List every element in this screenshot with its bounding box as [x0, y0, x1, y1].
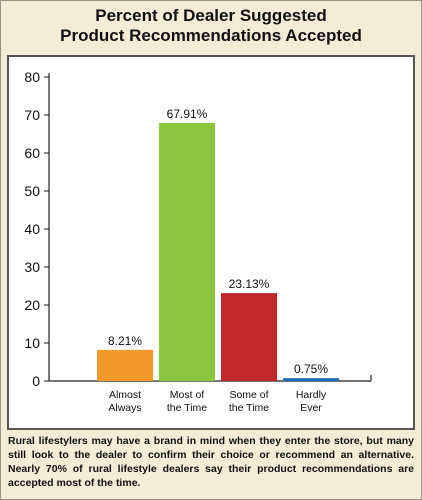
x-category-label: Most of [170, 389, 205, 401]
bar-value-label: 0.75% [294, 362, 328, 376]
x-category-label: Ever [300, 402, 322, 414]
y-tick-label: 80 [24, 69, 40, 85]
x-category-label: Almost [109, 389, 141, 401]
y-tick-label: 70 [24, 107, 40, 123]
bar [97, 349, 153, 381]
bar-value-label: 8.21% [108, 334, 142, 348]
bars [97, 122, 339, 381]
chart-title-line-1: Percent of Dealer Suggested [95, 6, 327, 25]
bar [283, 378, 339, 381]
bar-value-label: 67.91% [167, 107, 208, 121]
y-tick-label: 20 [24, 297, 40, 313]
bar [159, 122, 215, 381]
bar [221, 293, 277, 381]
x-category-label: the Time [229, 402, 269, 414]
chart-title: Percent of Dealer Suggested Product Reco… [0, 6, 422, 46]
x-category-label: Always [108, 402, 141, 414]
y-tick-label: 30 [24, 259, 40, 275]
chart-title-line-2: Product Recommendations Accepted [60, 26, 362, 45]
x-category-label: Hardly [296, 389, 327, 401]
y-tick-label: 10 [24, 335, 40, 351]
y-tick-label: 50 [24, 183, 40, 199]
y-axis-ticks: 0 10 20 30 40 50 60 70 80 [24, 69, 49, 389]
x-category-label: the Time [167, 402, 207, 414]
bar-value-label: 23.13% [229, 277, 270, 291]
chart-caption: Rural lifestylers may have a brand in mi… [8, 435, 414, 489]
bar-chart: 0 10 20 30 40 50 60 70 80 8.21% 67.91% 23.13% 0.75%… [24, 69, 372, 414]
y-tick-label: 60 [24, 145, 40, 161]
y-tick-label: 0 [32, 373, 40, 389]
value-labels: 8.21% 67.91% 23.13% 0.75% [108, 107, 328, 376]
y-tick-label: 40 [24, 221, 40, 237]
x-category-label: Some of [229, 389, 268, 401]
